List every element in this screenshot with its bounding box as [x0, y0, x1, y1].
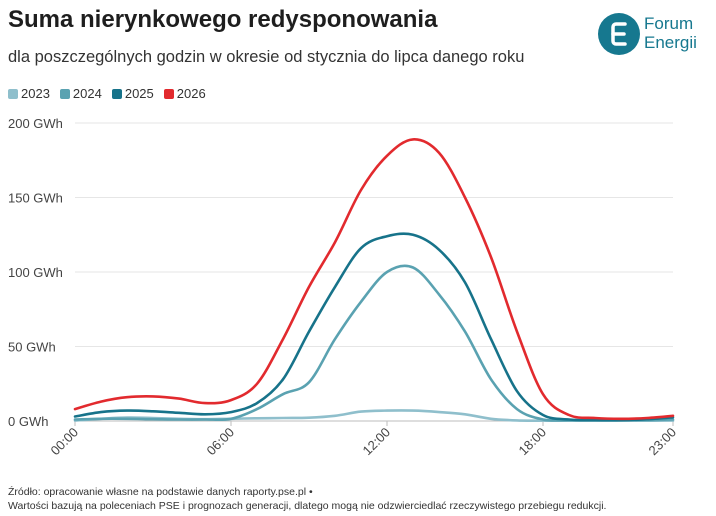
legend-label: 2026	[176, 86, 206, 101]
logo-line-2: Energii	[644, 33, 697, 52]
y-tick-label: 150 GWh	[8, 191, 63, 206]
legend-swatch	[59, 88, 70, 99]
logo-text: Forum Energii	[644, 14, 697, 52]
note-line: Wartości bazują na poleceniach PSE i pro…	[8, 500, 607, 512]
legend-label: 2024	[72, 86, 102, 101]
series-line-2025	[73, 232, 675, 422]
line-chart: 0 GWh 50 GWh 100 GWh 150 GWh 200 GWh 00:00 06:…	[8, 116, 680, 459]
legend-swatch	[163, 88, 174, 99]
x-tick-label: 12:00	[360, 425, 394, 459]
chart-title: Suma nierynkowego redysponowania	[8, 6, 438, 33]
x-tick-label: 18:00	[516, 425, 550, 459]
logo-line-1: Forum	[644, 14, 694, 33]
y-tick-label: 0 GWh	[8, 414, 48, 429]
legend-swatch	[111, 88, 122, 99]
x-tick-label: 00:00	[48, 425, 82, 459]
legend-item-2023: 2023	[8, 86, 50, 101]
legend-swatch	[8, 88, 18, 99]
y-tick-label: 100 GWh	[8, 265, 63, 280]
legend-label: 2025	[124, 86, 154, 101]
y-tick-label: 50 GWh	[8, 340, 56, 355]
legend-item-2024: 2024	[59, 86, 102, 101]
source-line: Źródło: opracowanie własne na podstawie …	[8, 486, 313, 498]
forum-energii-logo: Forum Energii	[597, 12, 707, 56]
series-line-2026	[73, 138, 675, 421]
legend-item-2025: 2025	[111, 86, 154, 101]
forum-energii-logo-icon	[598, 13, 640, 55]
legend-label: 2023	[21, 86, 50, 101]
x-tick-label: 06:00	[204, 425, 238, 459]
y-tick-label: 200 GWh	[8, 116, 63, 131]
x-tick-label: 23:00	[646, 425, 680, 459]
legend-item-2026: 2026	[163, 86, 206, 101]
legend: 2023 2024 2025 2026	[8, 86, 206, 101]
source-note: Źródło: opracowanie własne na podstawie …	[8, 485, 606, 513]
chart-subtitle: dla poszczególnych godzin w okresie od s…	[8, 48, 525, 66]
